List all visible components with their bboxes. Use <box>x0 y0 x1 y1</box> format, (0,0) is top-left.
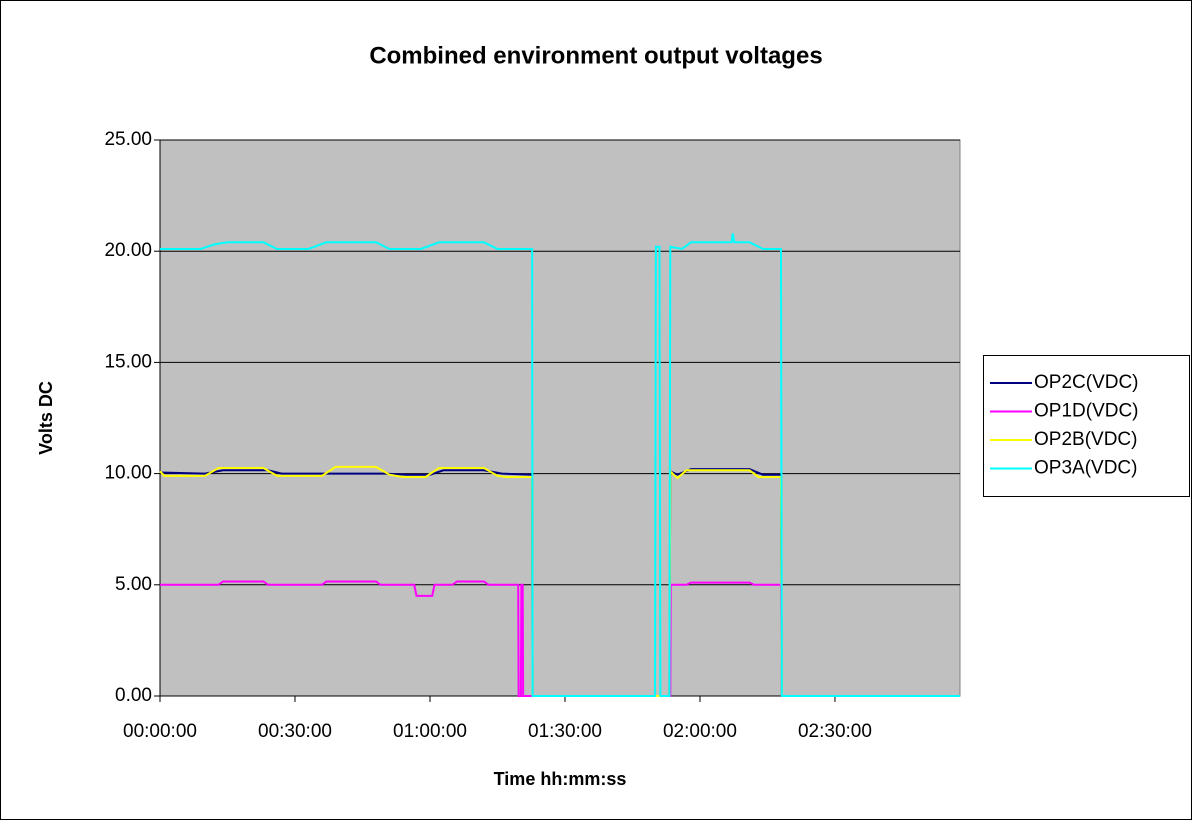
plot-area <box>159 139 961 697</box>
x-tick-label: 01:00:00 <box>393 721 467 742</box>
x-tick-label: 01:30:00 <box>528 721 602 742</box>
x-tick-label: 02:00:00 <box>663 721 737 742</box>
y-tick-label: 25.00 <box>104 129 152 150</box>
x-axis-label: Time hh:mm:ss <box>494 769 627 789</box>
series-line <box>159 465 960 697</box>
legend-label: OP2C(VDC) <box>1034 372 1139 393</box>
y-axis-label: Volts DC <box>36 381 56 455</box>
series-line <box>159 468 960 697</box>
x-tick-label: 00:00:00 <box>123 721 197 742</box>
y-tick-label: 10.00 <box>104 463 152 484</box>
legend-label: OP2B(VDC) <box>1034 429 1137 450</box>
legend-label: OP1D(VDC) <box>1034 401 1139 422</box>
y-tick-label: 0.00 <box>115 685 152 706</box>
y-tick-label: 15.00 <box>104 351 152 372</box>
y-tick-label: 20.00 <box>104 240 152 261</box>
series-line <box>160 580 960 697</box>
legend-box <box>983 355 1190 497</box>
chart-title: Combined environment output voltages <box>369 42 822 69</box>
legend-label: OP3A(VDC) <box>1034 458 1137 479</box>
x-tick-label: 02:30:00 <box>798 721 872 742</box>
x-tick-label: 00:30:00 <box>258 721 332 742</box>
y-tick-label: 5.00 <box>115 574 152 595</box>
series-line <box>160 233 960 697</box>
